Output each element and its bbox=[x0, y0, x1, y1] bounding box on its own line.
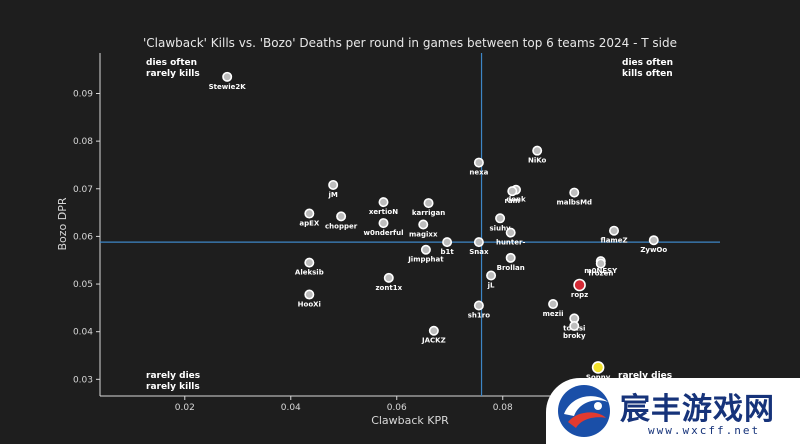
point-b1t bbox=[442, 237, 453, 248]
point-label: magixx bbox=[409, 231, 438, 239]
x-tick-label: 0.08 bbox=[493, 403, 513, 413]
point-label: nexa bbox=[469, 169, 488, 177]
point-label: donk bbox=[506, 196, 526, 204]
y-tick-label: 0.03 bbox=[73, 375, 93, 385]
point-label: Jimpphat bbox=[407, 256, 444, 264]
quadrant-labels: dies often rarely kills dies often kills… bbox=[146, 58, 673, 392]
point-malbsmd bbox=[569, 187, 580, 198]
point-label: Stewie2K bbox=[209, 83, 247, 91]
x-tick-label: 0.04 bbox=[281, 403, 301, 413]
point-label: broky bbox=[563, 332, 586, 340]
x-tick-label: 0.02 bbox=[175, 403, 195, 413]
point-zywoo bbox=[648, 235, 659, 246]
point-w0nderful bbox=[378, 218, 389, 229]
point-label: b1t bbox=[440, 248, 454, 256]
point-label: m0NESY bbox=[584, 267, 618, 275]
point-broky bbox=[569, 320, 580, 331]
point-mezii bbox=[548, 299, 559, 310]
point-apex bbox=[304, 208, 315, 219]
watermark-url-text: www.wxcff.net bbox=[648, 424, 761, 437]
y-tick-label: 0.05 bbox=[73, 280, 93, 290]
point-rain bbox=[507, 186, 518, 197]
point-stewie2k bbox=[222, 71, 233, 82]
point-label: Aleksib bbox=[295, 269, 324, 277]
point-label: chopper bbox=[325, 222, 358, 230]
quadrant-bottom-right-line1: rarely dies bbox=[618, 371, 672, 381]
reference-lines bbox=[100, 53, 720, 396]
x-axis-label: Clawback KPR bbox=[371, 414, 449, 427]
y-tick-label: 0.06 bbox=[73, 232, 93, 242]
y-tick-label: 0.09 bbox=[73, 89, 93, 99]
point-label: frozen bbox=[588, 270, 613, 278]
point-label: rain bbox=[504, 197, 520, 205]
quadrant-bottom-left-line2: rarely kills bbox=[146, 382, 200, 392]
brand-logo-icon bbox=[558, 385, 610, 437]
quadrant-top-right-line1: dies often bbox=[622, 58, 673, 68]
point-hunter- bbox=[505, 227, 516, 238]
point-jm bbox=[328, 179, 339, 190]
point-karrigan bbox=[423, 198, 434, 209]
point-aleksib bbox=[304, 257, 315, 268]
point-label: JACKZ bbox=[421, 337, 446, 345]
point-label: sh1ro bbox=[468, 311, 490, 319]
point-label: Brollan bbox=[497, 264, 525, 272]
y-tick-label: 0.04 bbox=[73, 328, 93, 338]
point-label: ZywOo bbox=[640, 246, 667, 254]
point-label: malbsMd bbox=[556, 199, 592, 207]
point-label: Sonny bbox=[586, 373, 611, 381]
y-tick-label: 0.08 bbox=[73, 137, 93, 147]
y-tick-label: 0.07 bbox=[73, 185, 93, 195]
point-nexa bbox=[473, 157, 484, 168]
point-hooxi bbox=[304, 289, 315, 300]
point-label: NiKo bbox=[528, 157, 547, 165]
point-jimpphat bbox=[420, 244, 431, 255]
point-niko bbox=[532, 145, 543, 156]
point-frozen bbox=[595, 258, 606, 269]
point-label: zont1x bbox=[375, 284, 402, 292]
point-flamez bbox=[609, 225, 620, 236]
quadrant-top-left-line1: dies often bbox=[146, 58, 197, 68]
quadrant-top-right-line2: kills often bbox=[622, 69, 673, 79]
point-label: apEX bbox=[299, 220, 320, 228]
point-label: xertioN bbox=[369, 208, 398, 216]
watermark: 宸丰游戏网 www.wxcff.net bbox=[546, 378, 800, 444]
point-magixx bbox=[418, 219, 429, 230]
point-zont1x bbox=[383, 272, 394, 283]
point-jl bbox=[486, 270, 497, 281]
point-label: flameZ bbox=[601, 237, 628, 245]
point-label: hunter- bbox=[496, 239, 525, 247]
x-tick-label: 0.06 bbox=[387, 403, 407, 413]
point-label: jM bbox=[327, 191, 337, 199]
point-label: w0nderful bbox=[364, 229, 404, 237]
point-xertion bbox=[378, 197, 389, 208]
point-brollan bbox=[505, 252, 516, 263]
quadrant-bottom-left-line1: rarely dies bbox=[146, 371, 200, 381]
watermark-brand-text: 宸丰游戏网 bbox=[620, 392, 775, 427]
y-axis-label: Bozo DPR bbox=[56, 197, 69, 250]
point-label: HooXi bbox=[298, 301, 321, 309]
point-sonny bbox=[591, 361, 605, 374]
point-label: mezii bbox=[543, 310, 564, 318]
point-ropz bbox=[573, 278, 586, 292]
point-label: siuhy bbox=[490, 224, 512, 232]
point-siuhy bbox=[495, 213, 506, 224]
point-sh1ro bbox=[473, 300, 484, 311]
chart-title: 'Clawback' Kills vs. 'Bozo' Deaths per r… bbox=[143, 36, 677, 50]
point-jackz bbox=[428, 325, 439, 336]
point-label: Snax bbox=[469, 248, 489, 256]
quadrant-top-left-line2: rarely kills bbox=[146, 69, 200, 79]
point-chopper bbox=[336, 211, 347, 222]
point-label: ropz bbox=[571, 291, 588, 299]
point-snax bbox=[473, 237, 484, 248]
point-label: karrigan bbox=[412, 209, 445, 217]
point-label: jL bbox=[487, 281, 495, 289]
